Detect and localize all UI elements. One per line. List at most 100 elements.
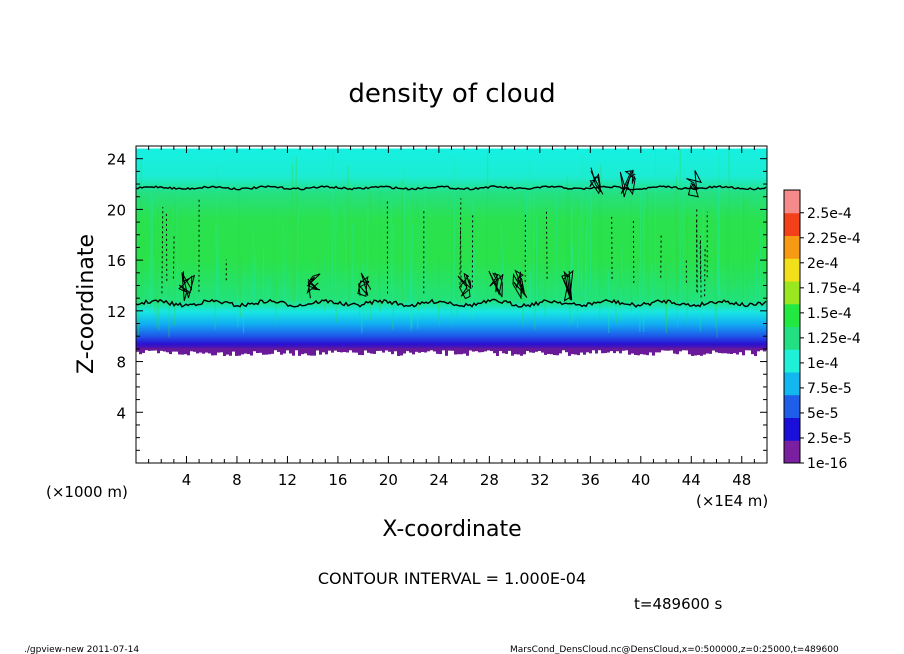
edge-fragment xyxy=(502,348,505,354)
edge-fragment xyxy=(646,348,649,356)
edge-fragment xyxy=(559,348,562,354)
edge-fragment xyxy=(235,348,238,356)
contour-blob xyxy=(512,269,528,300)
edge-fragment xyxy=(586,348,589,353)
edge-fragment xyxy=(613,348,616,354)
edge-fragment xyxy=(286,348,289,351)
edge-fragment xyxy=(196,348,199,354)
edge-fragment xyxy=(154,348,157,351)
edge-fragment xyxy=(430,348,433,351)
texture-streak xyxy=(630,177,633,313)
contour-wisp xyxy=(699,236,702,298)
edge-fragment xyxy=(313,348,316,356)
contour-blob xyxy=(561,269,574,302)
contour-wisp xyxy=(545,208,548,279)
texture-streak xyxy=(580,270,584,298)
texture-streak xyxy=(275,280,278,324)
texture-streak xyxy=(679,148,681,288)
edge-fragment xyxy=(610,348,613,352)
contour-lines xyxy=(136,167,767,308)
texture-streak xyxy=(713,220,716,328)
texture-streak xyxy=(455,227,458,300)
contour-blob xyxy=(488,270,504,298)
texture-streak xyxy=(537,262,540,291)
edge-fragment xyxy=(472,348,475,352)
edge-fragment xyxy=(301,348,304,355)
cloud-bottom-edge xyxy=(136,348,767,357)
footer-right: MarsCond_DensCloud.nc@DensCloud,x=0:5000… xyxy=(510,645,839,654)
contour-blob xyxy=(686,170,703,198)
edge-fragment xyxy=(436,348,439,354)
texture-streak xyxy=(151,197,154,299)
edge-fragment xyxy=(577,348,580,356)
edge-fragment xyxy=(412,348,415,355)
texture-streak xyxy=(636,253,639,293)
edge-fragment xyxy=(466,348,469,356)
edge-fragment xyxy=(751,348,754,355)
colorbar-label: 2.5e-4 xyxy=(807,206,852,222)
colorbar-swatch xyxy=(784,258,800,282)
edge-fragment xyxy=(400,348,403,356)
edge-fragment xyxy=(589,348,592,354)
edge-fragment xyxy=(178,348,181,355)
colorbar-swatch xyxy=(784,349,800,373)
edge-fragment xyxy=(592,348,595,351)
texture-streak xyxy=(403,167,406,294)
edge-fragment xyxy=(538,348,541,352)
x-tick-label: 48 xyxy=(732,471,751,489)
edge-fragment xyxy=(475,348,478,352)
edge-fragment xyxy=(517,348,520,355)
texture-streak xyxy=(555,187,558,306)
edge-fragment xyxy=(478,348,481,353)
colorbar-label: 2.5e-5 xyxy=(807,431,852,447)
edge-fragment xyxy=(346,348,349,353)
edge-fragment xyxy=(175,348,178,352)
edge-fragment xyxy=(697,348,700,356)
edge-fragment xyxy=(307,348,310,356)
edge-fragment xyxy=(484,348,487,352)
texture-streak xyxy=(532,185,535,314)
y-tick-label: 20 xyxy=(107,201,126,219)
edge-fragment xyxy=(706,348,709,354)
colorbar-label: 1e-4 xyxy=(807,356,839,372)
edge-fragment xyxy=(415,348,418,352)
colorbar-swatch xyxy=(784,235,800,259)
edge-fragment xyxy=(370,348,373,354)
texture-streak xyxy=(589,182,592,293)
edge-fragment xyxy=(619,348,622,354)
edge-fragment xyxy=(292,348,295,356)
edge-fragment xyxy=(688,348,691,355)
edge-fragment xyxy=(358,348,361,355)
edge-fragment xyxy=(454,348,457,355)
edge-fragment xyxy=(448,348,451,351)
edge-fragment xyxy=(445,348,448,356)
texture-streak xyxy=(650,263,654,316)
texture-streak xyxy=(571,207,573,323)
edge-fragment xyxy=(187,348,190,356)
edge-fragment xyxy=(361,348,364,356)
edge-fragment xyxy=(232,348,235,352)
texture-streak xyxy=(293,237,295,308)
edge-fragment xyxy=(712,348,715,351)
edge-fragment xyxy=(403,348,406,354)
texture-streak xyxy=(152,255,155,295)
edge-fragment xyxy=(145,348,148,351)
edge-fragment xyxy=(217,348,220,353)
texture-streak xyxy=(568,188,571,326)
edge-fragment xyxy=(256,348,259,354)
texture-streak xyxy=(282,224,286,305)
colorbar-swatch xyxy=(784,394,800,418)
edge-fragment xyxy=(757,348,760,352)
texture-streak xyxy=(615,296,617,324)
texture-streak xyxy=(153,217,156,314)
edge-fragment xyxy=(391,348,394,355)
edge-fragment xyxy=(703,348,706,355)
edge-fragment xyxy=(643,348,646,355)
edge-fragment xyxy=(490,348,493,352)
edge-fragment xyxy=(331,348,334,353)
texture-streak xyxy=(543,211,546,317)
texture-streak xyxy=(238,185,241,295)
edge-fragment xyxy=(160,348,163,351)
edge-fragment xyxy=(754,348,757,357)
contour-blob xyxy=(306,273,321,299)
